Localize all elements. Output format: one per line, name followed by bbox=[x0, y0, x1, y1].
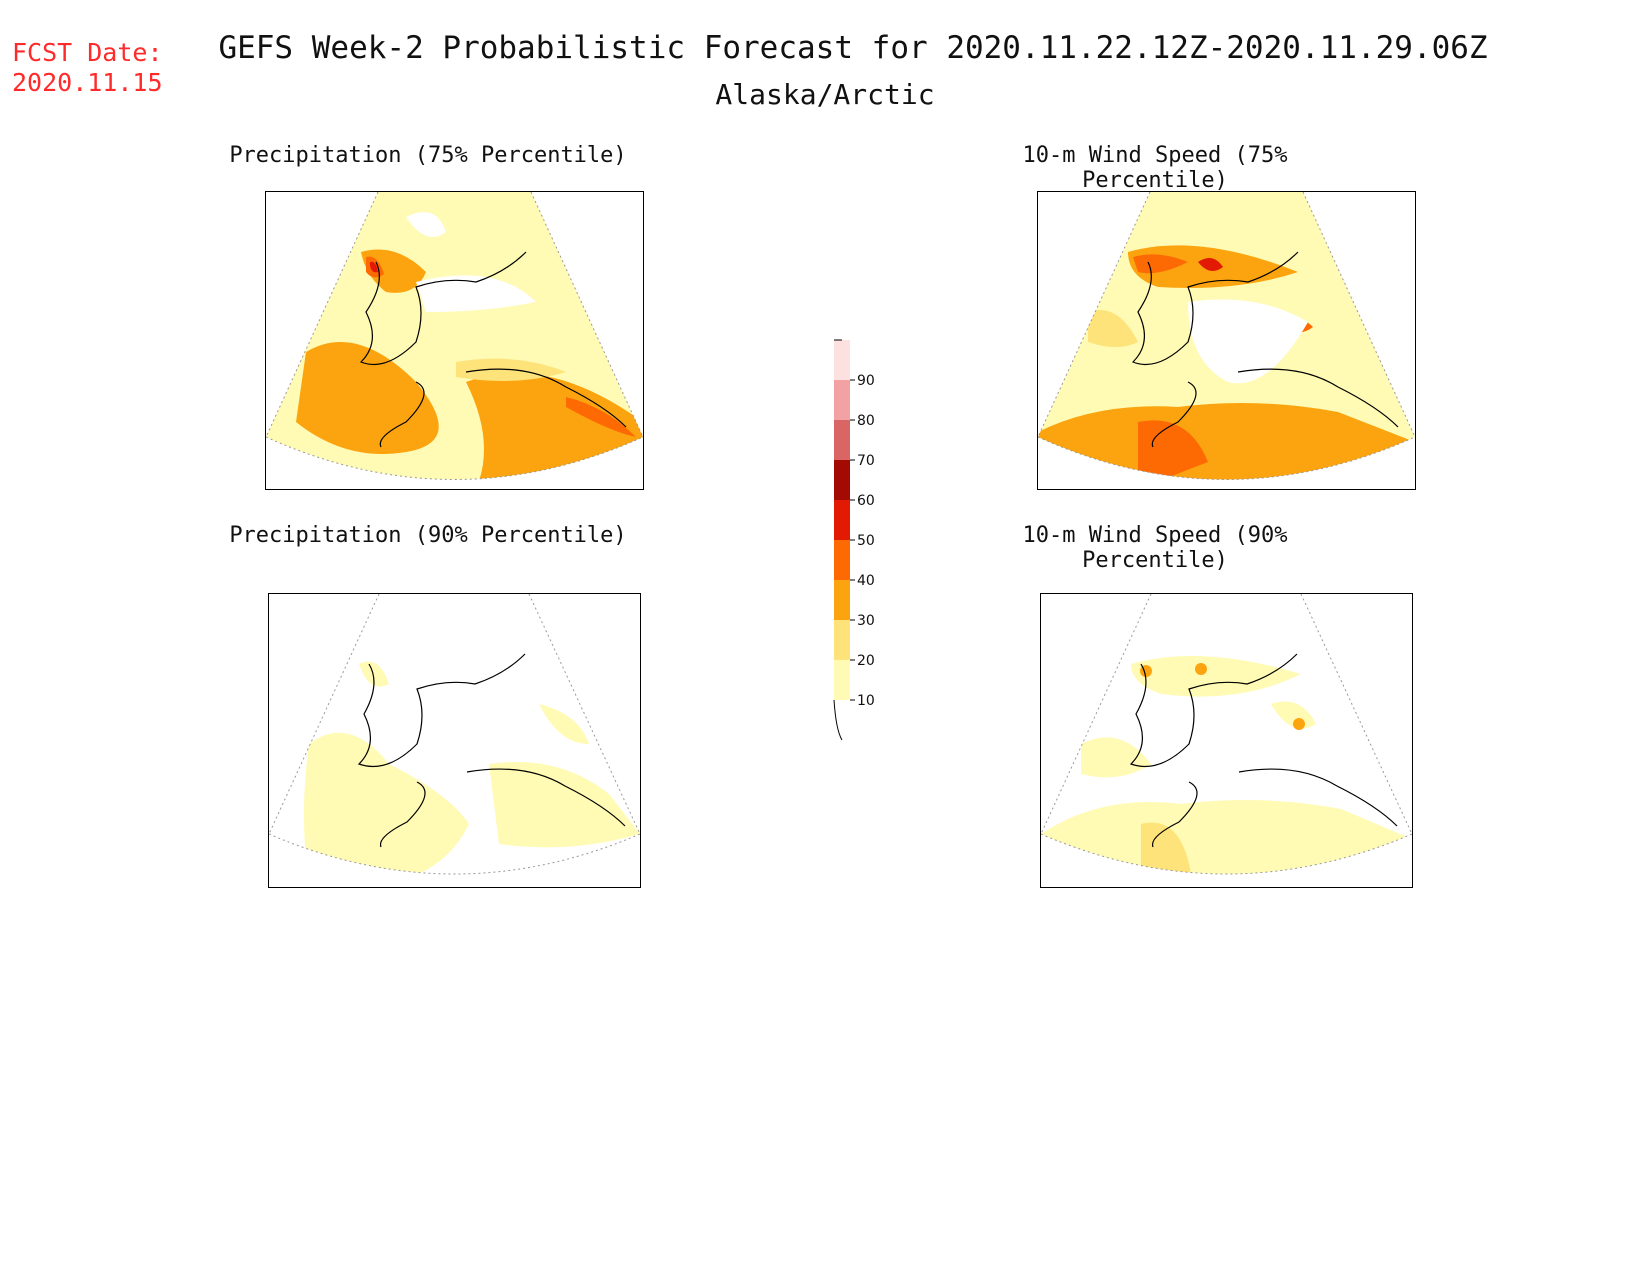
fill-40-se bbox=[566, 397, 636, 437]
fill-30-sw bbox=[296, 342, 439, 454]
forecast-date-value: 2020.11.15 bbox=[12, 68, 163, 97]
fill-10-west bbox=[304, 732, 469, 874]
panel-title-precip-75: Precipitation (75% Percentile) bbox=[229, 143, 627, 168]
fill-10-east bbox=[1271, 701, 1316, 729]
blank-interior bbox=[416, 275, 536, 312]
map-precip-90 bbox=[268, 593, 641, 888]
forecast-date-label: FCST Date: bbox=[12, 38, 163, 67]
meridians bbox=[1041, 594, 1412, 835]
colorbar-box-0 bbox=[834, 660, 850, 700]
colorbar: 10 20 30 40 50 60 70 80 90 bbox=[810, 335, 890, 745]
panel-title-precip-90: Precipitation (90% Percentile) bbox=[229, 523, 627, 548]
map-precip-75-svg bbox=[266, 192, 643, 480]
colorbar-bottom-tip bbox=[833, 699, 843, 741]
coastline bbox=[1131, 251, 1399, 448]
colorbar-box-6 bbox=[834, 420, 850, 460]
colorbar-box-3 bbox=[834, 540, 850, 580]
blank-north bbox=[406, 212, 446, 237]
colorbar-label-40: 40 bbox=[857, 573, 875, 589]
spot-30-c bbox=[1293, 718, 1305, 730]
lat-circle bbox=[269, 833, 640, 875]
colorbar-box-8 bbox=[834, 340, 850, 380]
fill-10-ne bbox=[539, 704, 589, 744]
map-wind-90-svg bbox=[1041, 594, 1412, 875]
fill-10-n bbox=[359, 661, 389, 687]
panel-title-wind-90: 10-m Wind Speed (90% Percentile) bbox=[1022, 523, 1288, 573]
lat-circle bbox=[1041, 833, 1412, 875]
colorbar-box-2 bbox=[834, 580, 850, 620]
map-precip-90-svg bbox=[269, 594, 640, 875]
colorbar-label-30: 30 bbox=[857, 613, 875, 629]
colorbar-box-4 bbox=[834, 500, 850, 540]
fill-50-n bbox=[370, 261, 378, 273]
colorbar-label-90: 90 bbox=[857, 373, 875, 389]
meridians bbox=[269, 594, 640, 835]
colorbar-label-20: 20 bbox=[857, 653, 875, 669]
fill-20-west bbox=[1088, 310, 1138, 347]
forecast-date-block: FCST Date: 2020.11.15 bbox=[12, 38, 163, 98]
spot-30-b bbox=[1195, 663, 1207, 675]
fill-40-north bbox=[1133, 254, 1188, 274]
fill-10-west bbox=[1081, 737, 1151, 778]
colorbar-label-60: 60 bbox=[857, 493, 875, 509]
colorbar-box-7 bbox=[834, 380, 850, 420]
fill-30-south bbox=[1038, 403, 1415, 480]
page-title: GEFS Week-2 Probabilistic Forecast for 2… bbox=[218, 30, 1488, 66]
fill-10-east bbox=[489, 762, 640, 848]
coastline bbox=[1129, 653, 1398, 848]
colorbar-label-80: 80 bbox=[857, 413, 875, 429]
colorbar-box-5 bbox=[834, 460, 850, 500]
fill-50-north bbox=[1198, 258, 1223, 271]
coastline bbox=[357, 653, 626, 848]
colorbar-svg: 10 20 30 40 50 60 70 80 90 bbox=[833, 339, 875, 741]
map-wind-90 bbox=[1040, 593, 1413, 888]
colorbar-box-1 bbox=[834, 620, 850, 660]
coastline bbox=[359, 251, 627, 448]
fill-10-north bbox=[1131, 656, 1301, 697]
colorbar-label-70: 70 bbox=[857, 453, 875, 469]
fill-30-n bbox=[361, 249, 426, 293]
panel-title-wind-75: 10-m Wind Speed (75% Percentile) bbox=[1022, 143, 1288, 193]
region-subtitle: Alaska/Arctic bbox=[715, 78, 935, 111]
spot-30-a bbox=[1140, 665, 1152, 677]
blank-interior bbox=[1188, 299, 1308, 384]
colorbar-label-10: 10 bbox=[857, 693, 875, 709]
map-wind-75-svg bbox=[1038, 192, 1415, 480]
map-wind-75 bbox=[1037, 191, 1416, 490]
map-precip-75 bbox=[265, 191, 644, 490]
colorbar-label-50: 50 bbox=[857, 533, 875, 549]
